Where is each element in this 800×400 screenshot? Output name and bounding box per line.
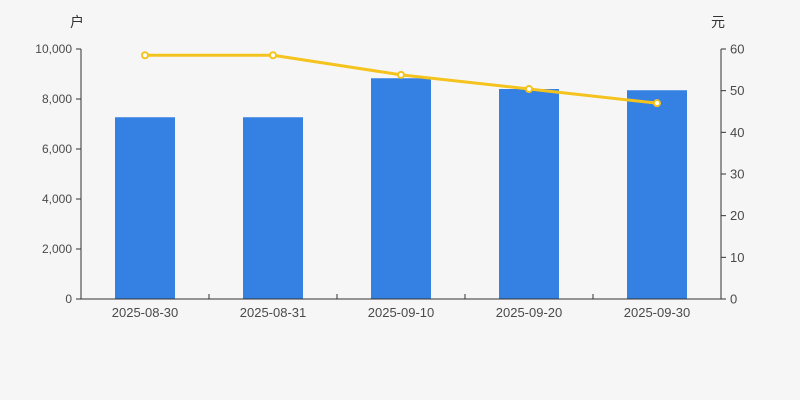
- line-marker-2025-09-30[interactable]: [653, 99, 661, 108]
- bar-2025-08-31[interactable]: [243, 117, 303, 299]
- left-axis-tick-label: 2,000: [42, 242, 72, 256]
- bar-2025-09-30[interactable]: [627, 90, 687, 299]
- bar-2025-08-30[interactable]: [115, 117, 175, 299]
- x-axis-category-label: 2025-09-10: [368, 305, 435, 320]
- left-axis-tick-label: 10,000: [35, 42, 72, 56]
- x-axis-category-label: 2025-08-30: [112, 305, 179, 320]
- right-axis-tick-label: 20: [730, 208, 744, 223]
- right-axis-tick-label: 0: [730, 292, 737, 307]
- bar-2025-09-10[interactable]: [371, 78, 431, 299]
- right-axis-tick-label: 10: [730, 250, 744, 265]
- left-axis-unit-label: 户: [70, 14, 84, 30]
- right-axis-tick-label: 40: [730, 125, 744, 140]
- left-axis-tick-label: 4,000: [42, 192, 72, 206]
- line-marker-2025-09-10[interactable]: [397, 70, 405, 79]
- x-axis-category-label: 2025-09-20: [496, 305, 563, 320]
- right-axis-tick-label: 30: [730, 167, 744, 182]
- left-axis-tick-label: 0: [65, 292, 72, 306]
- bar-2025-09-20[interactable]: [499, 89, 559, 299]
- line-marker-2025-08-30[interactable]: [141, 51, 149, 60]
- right-axis-tick-label: 50: [730, 83, 744, 98]
- line-marker-2025-08-31[interactable]: [269, 51, 277, 60]
- right-axis-unit-label: 元: [711, 14, 725, 30]
- x-axis-category-label: 2025-09-30: [624, 305, 691, 320]
- left-axis-tick-label: 8,000: [42, 92, 72, 106]
- left-axis-tick-label: 6,000: [42, 142, 72, 156]
- right-axis-tick-label: 60: [730, 42, 744, 57]
- x-axis-category-label: 2025-08-31: [240, 305, 307, 320]
- line-marker-2025-09-20[interactable]: [525, 85, 533, 93]
